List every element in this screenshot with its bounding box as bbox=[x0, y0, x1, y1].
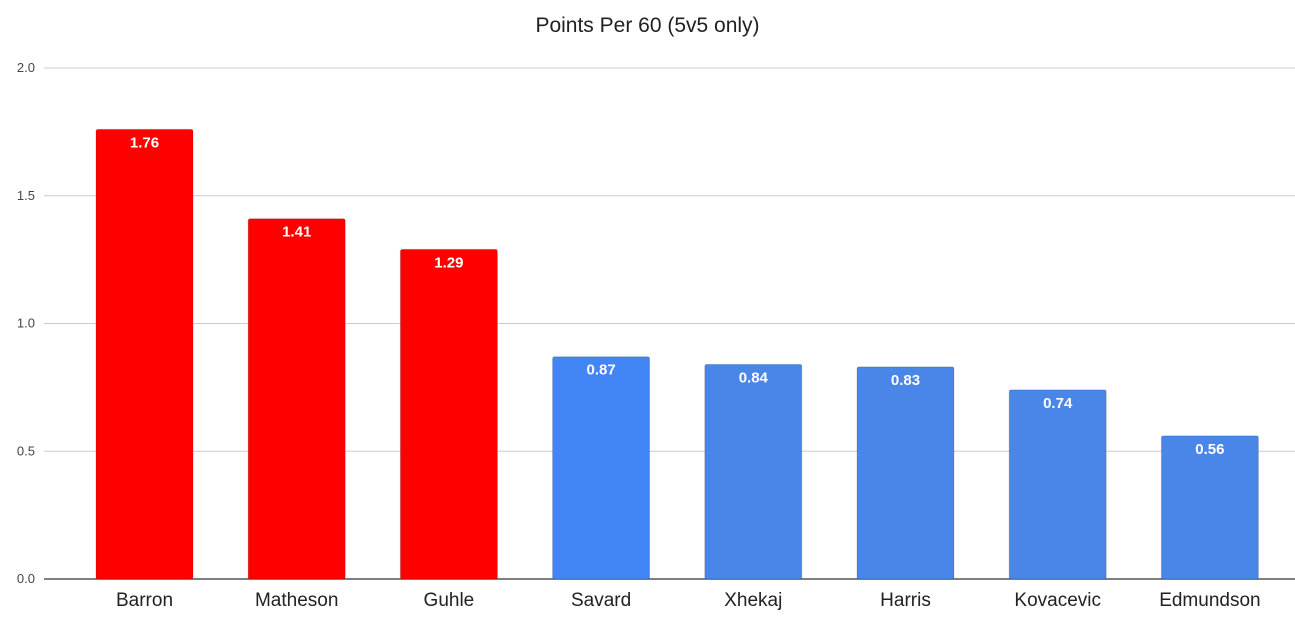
bar-harris bbox=[856, 366, 955, 580]
y-tick-label: 1.0 bbox=[17, 316, 35, 331]
data-label: 1.41 bbox=[282, 224, 311, 241]
bar-guhle bbox=[399, 248, 498, 580]
data-label: 0.84 bbox=[739, 369, 769, 386]
bar-kovacevic bbox=[1008, 389, 1107, 580]
y-tick-label: 0.5 bbox=[17, 443, 35, 458]
x-tick-label: Savard bbox=[571, 590, 631, 611]
y-tick-label: 2.0 bbox=[17, 60, 35, 75]
data-label: 0.56 bbox=[1195, 441, 1224, 458]
x-tick-label: Xhekaj bbox=[724, 590, 782, 611]
data-label: 0.87 bbox=[586, 362, 615, 379]
data-label: 0.83 bbox=[891, 372, 920, 389]
x-tick-label: Guhle bbox=[424, 590, 475, 611]
x-tick-label: Matheson bbox=[255, 590, 338, 611]
x-tick-label: Kovacevic bbox=[1014, 590, 1101, 611]
data-label: 0.74 bbox=[1043, 395, 1073, 412]
x-tick-label: Barron bbox=[116, 590, 173, 611]
y-tick-label: 1.5 bbox=[17, 188, 35, 203]
bar-barron bbox=[95, 128, 194, 580]
bar-edmundson bbox=[1160, 435, 1259, 580]
data-label: 1.76 bbox=[130, 134, 159, 151]
y-tick-label: 0.0 bbox=[17, 571, 35, 586]
bar-savard bbox=[552, 356, 651, 580]
bar-matheson bbox=[247, 218, 346, 580]
x-tick-label: Edmundson bbox=[1159, 590, 1260, 611]
x-tick-label: Harris bbox=[880, 590, 931, 611]
data-label: 1.29 bbox=[434, 254, 463, 271]
bar-xhekaj bbox=[704, 363, 803, 580]
chart-title: Points Per 60 (5v5 only) bbox=[535, 14, 760, 37]
